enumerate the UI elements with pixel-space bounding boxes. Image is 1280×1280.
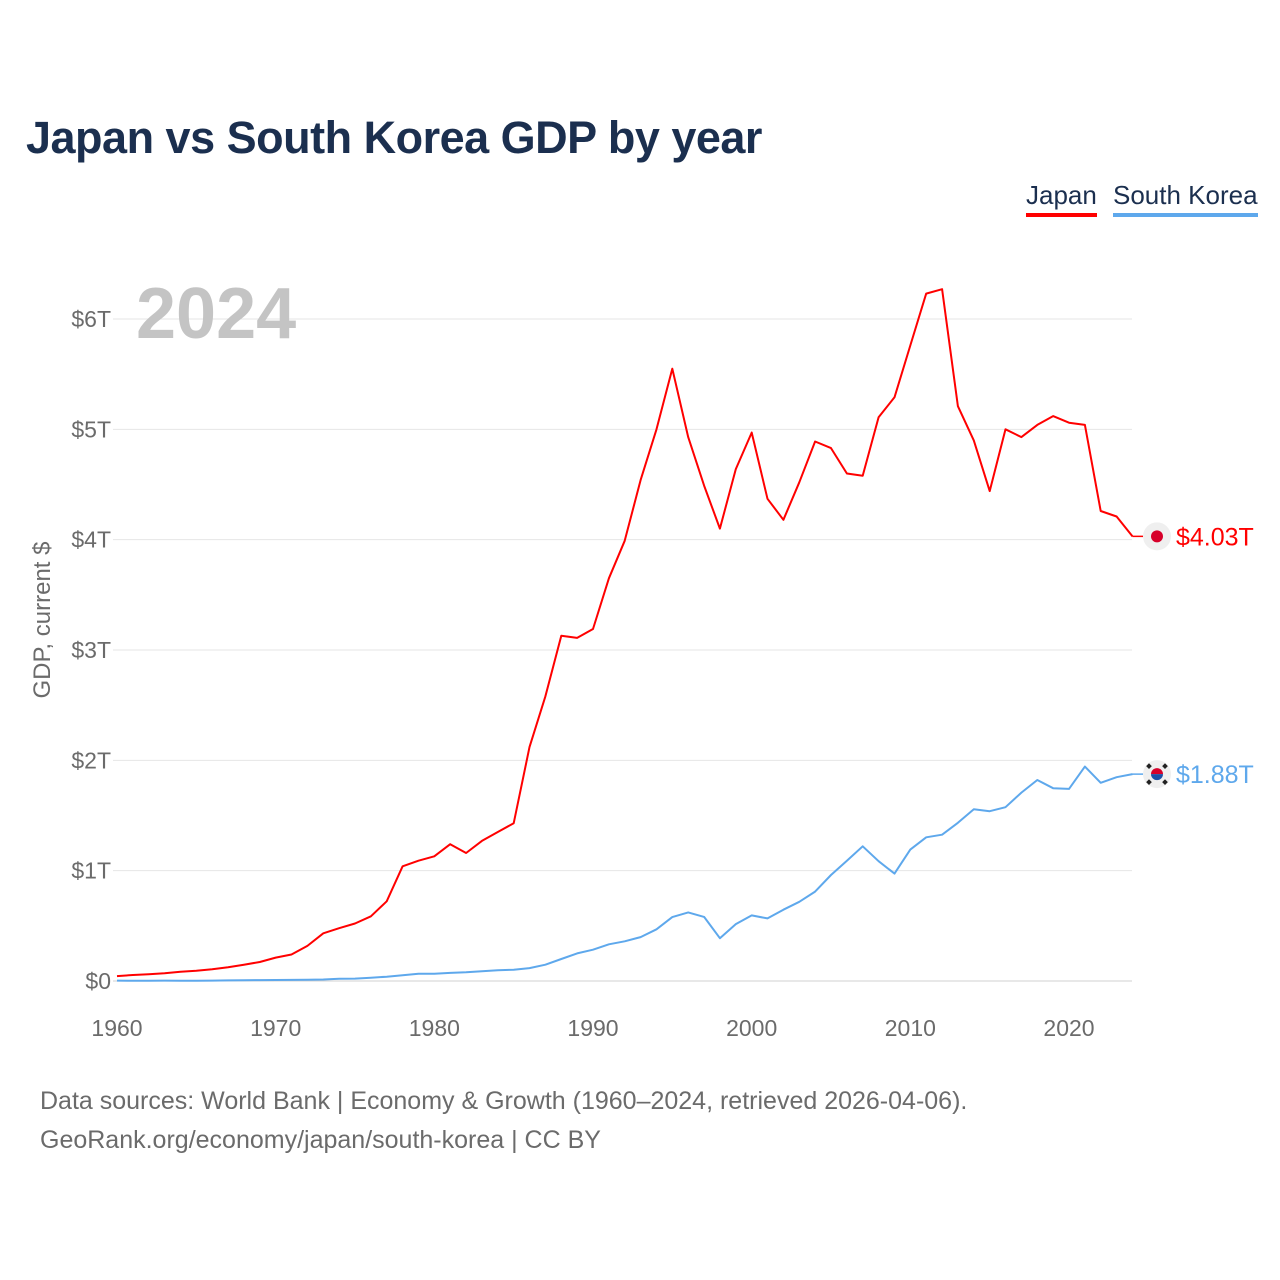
footer: Data sources: World Bank | Economy & Gro…: [40, 1082, 967, 1160]
x-tick-label: 2020: [1043, 1015, 1094, 1041]
series-line-japan: [116, 288, 1134, 978]
end-value-label: $4.03T: [1176, 523, 1254, 551]
y-tick-label: $0: [85, 968, 111, 994]
legend-japan[interactable]: Japan: [1026, 180, 1097, 217]
y-axis-label: GDP, current $: [29, 542, 56, 699]
y-tick-label: $1T: [71, 858, 111, 884]
y-tick-label: $5T: [71, 416, 111, 442]
chart-title: Japan vs South Korea GDP by year: [26, 112, 762, 163]
x-tick-label: 1960: [91, 1015, 142, 1041]
x-tick-label: 2010: [885, 1015, 936, 1041]
series-line-south-korea: [116, 765, 1133, 982]
y-tick-label: $6T: [71, 306, 111, 332]
gridlines: [113, 318, 1132, 982]
x-tick-label: 1980: [409, 1015, 460, 1041]
japan-flag-icon: [1143, 522, 1171, 551]
attribution-link[interactable]: GeoRank.org/economy/japan/south-korea | …: [40, 1126, 601, 1154]
source-note: Data sources: World Bank | Economy & Gro…: [40, 1087, 968, 1115]
end-value-label: $1.88T: [1176, 761, 1254, 789]
y-tick-label: $2T: [71, 747, 111, 773]
x-tick-label: 1990: [567, 1015, 618, 1041]
legend-south-korea[interactable]: South Korea: [1113, 180, 1258, 217]
x-tick-label: 1970: [250, 1015, 301, 1041]
south-korea-flag-icon: [1143, 760, 1171, 789]
x-tick-label: 2000: [726, 1015, 777, 1041]
y-tick-label: $4T: [71, 527, 111, 553]
year-watermark: 2024: [136, 274, 296, 354]
y-tick-label: $3T: [71, 637, 111, 663]
